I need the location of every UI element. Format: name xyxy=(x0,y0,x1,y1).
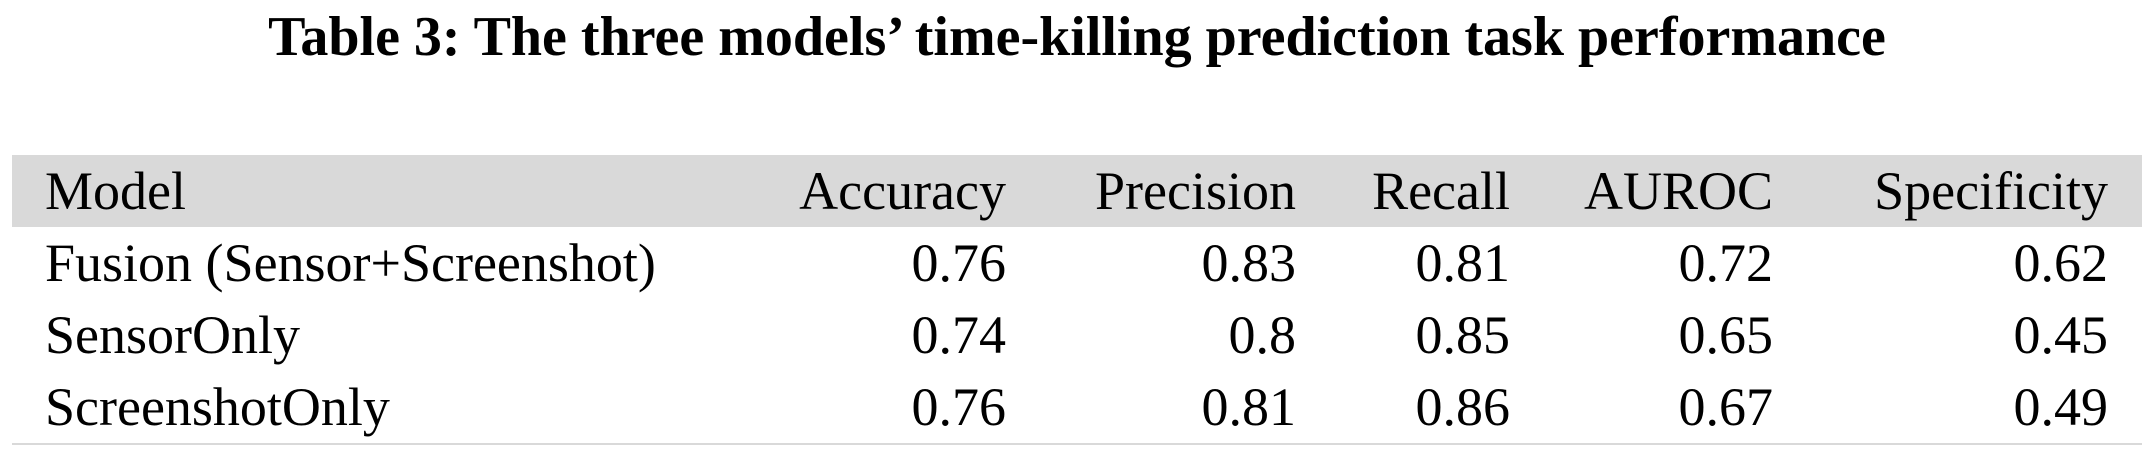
cell-recall: 0.85 xyxy=(1415,305,1511,365)
column-header-accuracy: Accuracy xyxy=(799,161,1006,221)
cell-recall: 0.81 xyxy=(1415,233,1511,293)
table-row: ScreenshotOnly 0.76 0.81 0.86 0.67 0.49 xyxy=(12,371,2142,445)
cell-auroc: 0.65 xyxy=(1678,305,1774,365)
cell-auroc: 0.67 xyxy=(1544,371,1807,445)
column-header-auroc: AUROC xyxy=(1583,161,1773,221)
cell-model: ScreenshotOnly xyxy=(12,371,780,445)
cell-precision: 0.83 xyxy=(1201,233,1297,293)
table-header-row: Model Accuracy Precision Recall AUROC Sp… xyxy=(12,155,2142,227)
cell-model: Fusion (Sensor+Screenshot) xyxy=(45,233,656,293)
table-row: Fusion (Sensor+Screenshot) 0.76 0.83 0.8… xyxy=(12,227,2142,299)
column-header-specificity: Specificity xyxy=(1874,161,2108,221)
column-header-model: Model xyxy=(45,161,186,221)
table-row: SensorOnly 0.74 0.8 0.85 0.65 0.45 xyxy=(12,299,2142,371)
cell-recall: 0.86 xyxy=(1330,371,1544,445)
cell-accuracy: 0.76 xyxy=(780,371,1040,445)
cell-specificity: 0.45 xyxy=(2013,305,2109,365)
cell-auroc: 0.72 xyxy=(1678,233,1774,293)
cell-precision: 0.8 xyxy=(1228,305,1297,365)
cell-model: SensorOnly xyxy=(45,305,300,365)
cell-accuracy: 0.74 xyxy=(911,305,1007,365)
cell-accuracy: 0.76 xyxy=(911,233,1007,293)
cell-specificity: 0.49 xyxy=(1807,371,2142,445)
column-header-precision: Precision xyxy=(1095,161,1296,221)
results-table: Model Accuracy Precision Recall AUROC Sp… xyxy=(12,155,2142,445)
column-header-recall: Recall xyxy=(1372,161,1510,221)
cell-specificity: 0.62 xyxy=(2013,233,2109,293)
table-caption: Table 3: The three models’ time-killing … xyxy=(268,6,1886,68)
cell-precision: 0.81 xyxy=(1040,371,1330,445)
